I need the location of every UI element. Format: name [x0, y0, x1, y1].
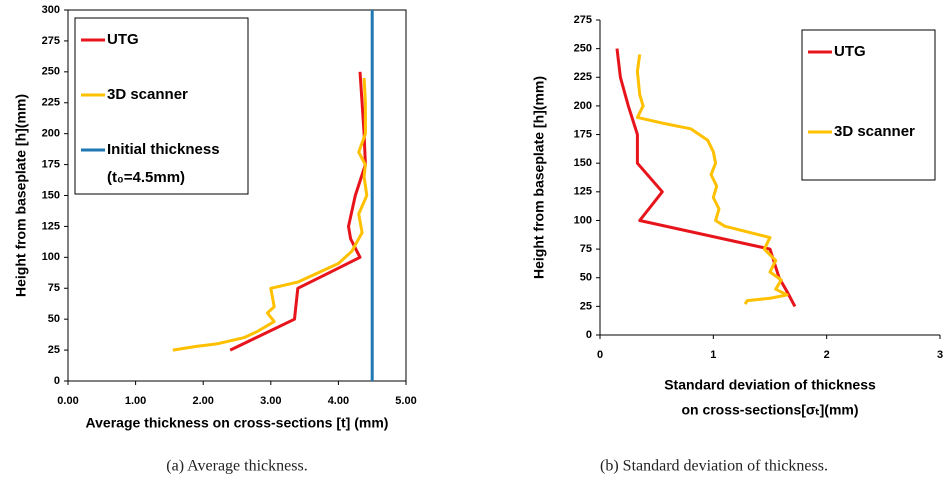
x-axis-title: on cross-sections[σₜ](mm)	[681, 402, 858, 418]
series-line	[172, 77, 369, 352]
y-tick-label: 75	[48, 282, 60, 294]
y-tick-label: 50	[580, 272, 592, 284]
x-tick-label: 2.00	[192, 395, 213, 407]
y-tick-label: 250	[574, 43, 592, 55]
y-tick-label: 175	[574, 128, 592, 140]
y-tick-label: 25	[580, 300, 592, 312]
x-axis-title: Standard deviation of thickness	[664, 377, 876, 393]
y-tick-label: 150	[42, 189, 60, 201]
x-tick-label: 1.00	[125, 395, 146, 407]
y-tick-label: 225	[574, 71, 592, 83]
y-tick-label: 200	[42, 128, 60, 140]
y-tick-label: 275	[42, 35, 60, 47]
y-tick-label: 200	[574, 100, 592, 112]
legend-label: (t₀=4.5mm)	[107, 169, 185, 186]
legend-label: UTG	[834, 43, 866, 60]
y-axis-title: Height from baseplate [h](mm)	[531, 76, 547, 279]
y-tick-label: 100	[574, 214, 592, 226]
y-tick-label: 225	[42, 97, 60, 109]
y-axis-title: Height from baseplate [h](mm)	[13, 94, 29, 297]
series-line	[229, 71, 367, 352]
x-tick-label: 2	[824, 349, 830, 361]
y-tick-label: 75	[580, 243, 592, 255]
x-tick-label: 4.00	[328, 395, 349, 407]
legend-label: UTG	[107, 31, 139, 48]
y-tick-label: 50	[48, 313, 60, 325]
legend-box	[801, 29, 936, 181]
legend-label: 3D scanner	[834, 123, 915, 140]
y-tick-label: 125	[42, 220, 60, 232]
x-tick-label: 1	[710, 349, 716, 361]
caption: (a) Average thickness.	[166, 458, 307, 475]
y-tick-label: 175	[42, 158, 60, 170]
y-tick-label: 275	[574, 14, 592, 26]
y-tick-label: 0	[586, 329, 592, 341]
x-tick-label: 3.00	[260, 395, 281, 407]
y-tick-label: 250	[42, 66, 60, 78]
y-tick-label: 125	[574, 186, 592, 198]
y-tick-label: 300	[42, 4, 60, 16]
x-tick-label: 5.00	[395, 395, 416, 407]
legend-label: Initial thickness	[107, 141, 220, 158]
x-axis-title: Average thickness on cross-sections [t] …	[86, 415, 389, 431]
y-tick-label: 150	[574, 157, 592, 169]
series-line	[635, 54, 789, 305]
y-tick-label: 0	[54, 375, 60, 387]
y-tick-label: 25	[48, 344, 60, 356]
series-line	[615, 48, 797, 308]
y-tick-label: 100	[42, 251, 60, 263]
legend-label: 3D scanner	[107, 86, 188, 103]
x-tick-label: 0.00	[57, 395, 78, 407]
x-tick-label: 3	[937, 349, 943, 361]
legend-box	[74, 17, 249, 195]
caption: (b) Standard deviation of thickness.	[600, 458, 828, 475]
x-tick-label: 0	[597, 349, 603, 361]
